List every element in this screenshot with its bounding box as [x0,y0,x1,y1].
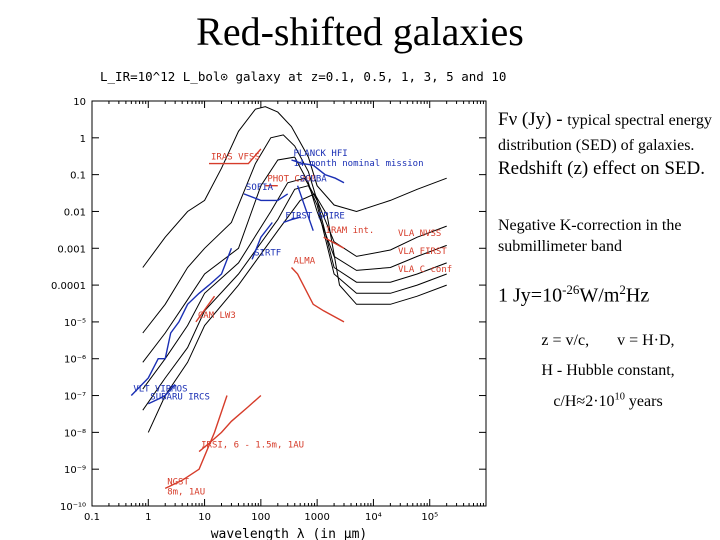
y-tick-label: 10⁻⁶ [64,355,86,366]
sed-curve [142,134,447,334]
instrument-label: SCUBA [300,175,328,185]
slide-title: Red-shifted galaxies [196,9,524,54]
x-tick-label: 10⁵ [421,512,438,523]
y-tick-label: 10⁻¹⁰ [60,502,86,513]
instrument-label: SIRTF [254,248,281,258]
plot-frame [91,100,487,507]
instrument-line [290,267,345,323]
note-age-exp: 10 [614,391,625,403]
sed-curve [142,185,447,411]
instrument-label: IRAM int. [326,226,375,236]
x-tick-label: 0.1 [84,512,100,523]
y-tick-label: 0.001 [57,244,86,255]
instrument-label: CAM LW3 [198,311,236,321]
note-redshift: Redshift (z) effect on SED. [498,158,706,180]
instrument-line [195,295,216,323]
note-age-suffix: years [624,392,663,410]
instrument-line [130,248,233,396]
sed-curve [147,193,447,433]
chart-title: L_IR=10^12 L_bol⊙ galaxy at z=0.1, 0.5, … [100,69,506,84]
instrument-label: IRSI, 6 - 1.5m, 1AU [201,441,304,451]
instrument-label: PHOT C200 [267,175,316,185]
x-tick-label: 10 [198,512,211,523]
note-jy-prefix: 1 Jy=10 [498,284,563,307]
instrument-line [148,384,176,405]
instrument-label: VLT VIRMOS [133,385,187,395]
note-v: v = H·D, [617,332,675,349]
y-tick-label: 0.01 [64,207,86,218]
instrument-label: PLANCK HFI [293,149,347,159]
y-tick-label: 1 [80,134,86,145]
instrument-label: ALMA [293,257,315,267]
y-tick-label: 10 [73,97,86,108]
instrument-line [209,148,262,165]
note-jansky: 1 Jy=10-26W/m2Hz [498,282,718,308]
radio-annotation: VLA C conf [398,265,452,275]
instrument-label: IRAS VFSS [211,153,260,163]
x-tick-label: 1000 [304,512,329,523]
note-kcorrection: Negative K-correction in the submillimet… [498,217,682,255]
note-jy-unit: W/m [579,284,620,307]
instrument-label: NGST [167,477,189,487]
instrument-line [164,395,228,490]
note-h: H - Hubble constant, [541,362,675,380]
x-tick-label: 100 [251,512,270,523]
x-tick-label: 10⁴ [365,512,382,523]
y-tick-label: 10⁻⁹ [64,465,86,476]
note-flux-label: Fν (Jy) - [498,109,568,130]
note-age-prefix: c/H≈2·10 [553,392,615,410]
note-flux: Fν (Jy) - typical spectral energy distri… [498,108,718,182]
note-z: z = v/c, [541,332,590,349]
instrument-label: SOFIA [246,183,274,193]
note-hubble: z = v/c, v = H·D, H - Hubble constant, c… [498,326,718,417]
note-flux-desc: typical spectral energy distribution (SE… [498,112,712,154]
note-zv-row: z = v/c, v = H·D, [498,326,718,356]
sed-curve [142,106,447,268]
sed-curve [142,177,447,390]
radio-annotation: VLA FIRST [398,247,447,257]
instrument-line [323,236,345,249]
y-tick-label: 0.0001 [51,281,86,292]
instrument-line [283,216,301,224]
note-jy-suffix: Hz [625,284,650,307]
instrument-label: SUBARU IRCS [150,393,210,403]
note-jy-exp: -26 [562,282,580,297]
instrument-line [296,185,314,231]
x-axis-label: wavelength λ (in μm) [211,527,368,540]
note-age-row: c/H≈2·1010 years [498,387,718,417]
y-tick-label: 10⁻⁸ [64,428,86,439]
instrument-line [291,159,345,184]
y-tick-label: 0.1 [70,171,86,182]
instrument-label: FIRST SPIRE [285,212,345,222]
instrument-note: 8m, 1AU [167,487,205,497]
sed-curve [142,156,447,363]
instrument-line [251,222,273,260]
y-tick-label: 10⁻⁷ [64,392,86,403]
y-tick-label: 10⁻⁵ [64,318,86,329]
instrument-line [198,394,262,453]
x-tick-label: 1 [145,512,151,523]
radio-annotation: VLA NVSS [398,229,441,239]
note-jy-unit-exp: 2 [619,282,626,297]
instrument-line [243,193,289,202]
instrument-note: 14 month nominal mission [293,159,423,169]
